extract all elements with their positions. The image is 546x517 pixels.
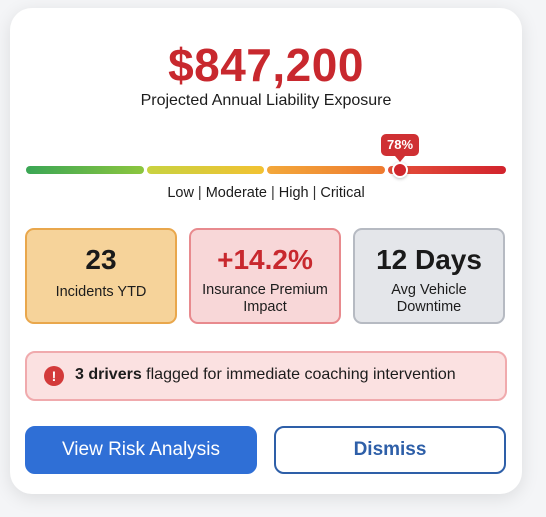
metric-value: +14.2% [217,244,313,275]
metric-label: Incidents YTD [55,284,147,300]
alert-detail: flagged for immediate coaching intervent… [141,366,456,383]
gauge-segment-critical [388,166,506,174]
gauge-percent-badge: 78% [381,134,419,162]
liability-amount: $847,200 [168,39,364,91]
view-risk-analysis-button[interactable]: View Risk Analysis [25,426,257,474]
gauge-segment-moderate [147,166,264,174]
level-divider: | [312,185,317,201]
level-moderate: Moderate [205,185,267,201]
gauge-marker [392,162,408,178]
gauge-segment-low [26,166,144,174]
dismiss-button[interactable]: Dismiss [274,426,506,474]
metric-value: 23 [85,244,117,275]
metric-card-premium: +14.2% Insurance Premium Impact [189,228,341,324]
metric-value: 12 Days [376,244,482,275]
level-high: High [278,185,309,201]
metric-label: Avg Vehicle Downtime [391,282,467,315]
liability-subtitle: Projected Annual Liability Exposure [140,92,392,109]
level-critical: Critical [320,185,365,201]
metric-card-incidents: 23 Incidents YTD [25,228,177,324]
risk-gauge: 78% [26,134,506,178]
alert-message: 3 drivers flagged for immediate coaching… [75,366,456,384]
risk-summary-card: $847,200 Projected Annual Liability Expo… [10,8,522,494]
level-low: Low [167,185,194,201]
gauge-segment-high [267,166,385,174]
level-divider: | [270,185,275,201]
alert-circle-icon: ! [44,366,64,386]
alert-driver-count: 3 drivers [75,366,142,383]
gauge-level-labels: Low | Moderate | High | Critical [10,185,522,201]
metric-card-downtime: 12 Days Avg Vehicle Downtime [353,228,505,324]
metric-label: Insurance Premium Impact [202,282,328,315]
level-divider: | [197,185,202,201]
coaching-alert-banner: ! 3 drivers flagged for immediate coachi… [25,351,507,401]
